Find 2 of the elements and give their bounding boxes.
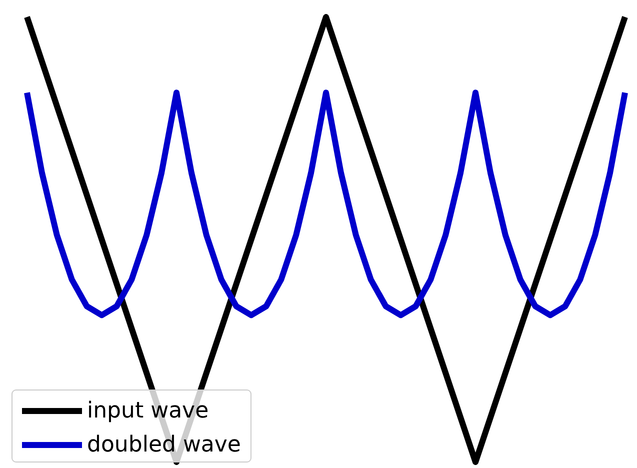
legend-label: doubled wave (87, 432, 241, 458)
legend-label: input wave (87, 398, 209, 424)
